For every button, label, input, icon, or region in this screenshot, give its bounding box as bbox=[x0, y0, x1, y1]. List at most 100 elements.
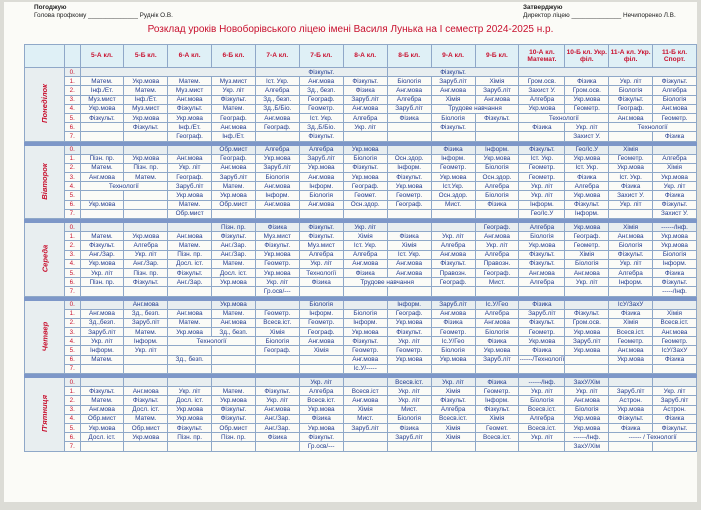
lesson-cell: Укр.мова bbox=[123, 112, 169, 124]
day-label: Четвер bbox=[24, 299, 65, 374]
lesson-cell: Анг.мова bbox=[518, 267, 566, 279]
lesson-row: 4. Обр.мист Матем. Укр.мова Фізкульт. Анг./За… bbox=[25, 413, 697, 424]
lesson-cell: Інформ. bbox=[608, 277, 654, 288]
lesson-cell bbox=[652, 299, 697, 310]
lesson-cell: -----/Інф. bbox=[652, 286, 697, 297]
lesson-cell: Укр. літ bbox=[342, 122, 388, 133]
class-header: 11-А кл. Укр. філ. bbox=[608, 44, 654, 68]
lesson-cell: Заруб.літ bbox=[167, 181, 213, 192]
lesson-cell: Фізкульт. bbox=[652, 76, 697, 87]
lesson-cell: Матем. bbox=[79, 162, 125, 174]
lesson-cell: Анг.мова bbox=[386, 85, 432, 96]
lesson-cell: Заруб.літ bbox=[386, 432, 432, 443]
lesson-row: 3. Анг.мова Матем. Географ. Заруб.літ Біологі… bbox=[25, 172, 697, 183]
lesson-cell: Гр.осв/--- bbox=[254, 286, 300, 297]
lesson-cell bbox=[211, 345, 256, 356]
lesson-row: 3. Заруб.літ Матем. Укр.мова Зд., безп. Хімія… bbox=[25, 327, 697, 338]
lesson-cell: Заруб.літ bbox=[518, 308, 566, 319]
lesson-cell: Геометр. bbox=[608, 336, 654, 347]
lesson-row: 4. Технології Заруб.літ Матем. Анг.мова Інфор… bbox=[25, 181, 697, 192]
lesson-cell: Фізкульт. bbox=[254, 386, 300, 397]
lesson-number: 0. bbox=[63, 299, 81, 310]
lesson-cell: Укр. літ bbox=[518, 190, 566, 201]
lesson-cell: Укр.мова bbox=[298, 162, 344, 174]
lesson-cell: Геометр. bbox=[430, 327, 476, 338]
lesson-number: 7. bbox=[63, 131, 81, 142]
lesson-cell bbox=[254, 441, 300, 452]
lesson-cell: Географ. bbox=[298, 94, 344, 105]
lesson-number: 1. bbox=[63, 386, 81, 397]
lesson-cell bbox=[123, 376, 169, 388]
lesson-cell: Технології bbox=[298, 267, 344, 279]
lesson-cell: Анг.мова bbox=[254, 112, 300, 124]
lesson-cell: Анг.мова bbox=[167, 153, 213, 164]
lesson-cell: Хімія bbox=[430, 386, 476, 397]
lesson-cell: Хімія bbox=[652, 162, 697, 174]
lesson-cell: Анг.мова bbox=[211, 317, 256, 329]
lesson-cell: Анг.мова bbox=[342, 258, 388, 269]
lesson-cell: Біологія bbox=[430, 112, 476, 124]
lesson-cell: Іст. Укр. bbox=[518, 153, 566, 164]
lesson-cell: Фізика bbox=[474, 199, 520, 210]
lesson-cell: Анг.мова bbox=[298, 199, 344, 210]
lesson-cell: Фізика bbox=[430, 144, 476, 155]
lesson-cell: Пізн. пр. bbox=[167, 432, 213, 443]
lesson-cell: Укр.мова bbox=[608, 404, 654, 415]
lesson-row: 4. Укр. літ Інформ. Технології Біологія Анг.м… bbox=[25, 336, 697, 347]
lesson-cell bbox=[342, 131, 388, 142]
lesson-cell: Фізкульт. bbox=[298, 221, 344, 233]
lesson-cell: Гео/Іс.У bbox=[518, 208, 566, 220]
lesson-cell bbox=[79, 441, 125, 452]
lesson-cell bbox=[298, 286, 344, 297]
lesson-cell: Фізика bbox=[342, 267, 388, 279]
lesson-cell bbox=[474, 441, 520, 452]
lesson-row: 6. Укр.мова Матем. Обр.мист Анг.мова Анг.мова… bbox=[25, 199, 697, 210]
lesson-cell bbox=[298, 354, 344, 365]
lesson-number: 6. bbox=[63, 277, 81, 288]
lesson-cell: Геометр. bbox=[342, 345, 388, 356]
lesson-cell: Іст. Укр. bbox=[608, 172, 654, 183]
lesson-row: 2. Інф./Ет. Матем. Муз.мист Укр. літ Алгебра З… bbox=[25, 85, 697, 96]
lesson-cell: Геометр. bbox=[518, 172, 566, 183]
lesson-cell bbox=[386, 131, 432, 142]
lesson-number: 5. bbox=[63, 112, 81, 124]
lesson-cell: Анг./Зар. bbox=[211, 240, 256, 251]
lesson-row: 6. Матем. Зд., безп. Анг.мова Укр.мова Укр.мо… bbox=[25, 354, 697, 365]
lesson-cell: Фізкульт. bbox=[211, 231, 256, 242]
lesson-cell bbox=[608, 286, 654, 297]
lesson-cell: Алгебра bbox=[518, 277, 566, 288]
lesson-cell bbox=[386, 363, 432, 375]
lesson-cell: Біологія bbox=[254, 172, 300, 183]
lesson-cell: Укр.мова bbox=[608, 354, 654, 365]
lesson-cell: Фізкульт. bbox=[254, 240, 300, 251]
lesson-cell: Укр. літ bbox=[652, 386, 697, 397]
lesson-cell: Алгебра bbox=[342, 249, 388, 260]
lesson-cell: Алгебра bbox=[564, 181, 610, 192]
lesson-cell: Хімія bbox=[564, 249, 610, 260]
lesson-cell: Анг.мова bbox=[123, 386, 169, 397]
lesson-cell: Муз.мист bbox=[79, 94, 125, 105]
lesson-cell: Біологія bbox=[342, 153, 388, 164]
lesson-cell: Фізкульт. bbox=[211, 413, 256, 424]
lesson-cell: Укр.мова bbox=[652, 231, 697, 242]
lesson-cell: Укр. літ bbox=[167, 162, 213, 174]
lesson-cell: Алгебра bbox=[474, 249, 520, 260]
lesson-cell: Укр.мова bbox=[386, 317, 432, 329]
lesson-cell: Географ. bbox=[298, 327, 344, 338]
lesson-cell: Інформ. bbox=[474, 144, 520, 155]
lesson-row: 2. Фізкульт. Алгебра Матем. Анг./Зар. Фізкуль… bbox=[25, 240, 697, 251]
lesson-cell bbox=[79, 299, 125, 310]
lesson-cell: Астрон. bbox=[652, 404, 697, 415]
lesson-cell: Анг.мова bbox=[79, 404, 125, 415]
approve-right-heading: Затверджую bbox=[523, 4, 563, 11]
lesson-cell bbox=[254, 131, 300, 142]
lesson-cell: Фізкульт. bbox=[518, 249, 566, 260]
lesson-cell: Географ. bbox=[564, 231, 610, 242]
lesson-cell: Досл. іст. bbox=[167, 395, 213, 406]
lesson-cell: Зд.,безп. bbox=[79, 317, 125, 329]
lesson-cell: Інформ. bbox=[342, 317, 388, 329]
lesson-cell: Укр.мова bbox=[652, 240, 697, 251]
lesson-number: 0. bbox=[63, 144, 81, 155]
lesson-number: 2. bbox=[63, 395, 81, 406]
lesson-cell: Технології bbox=[79, 181, 169, 192]
